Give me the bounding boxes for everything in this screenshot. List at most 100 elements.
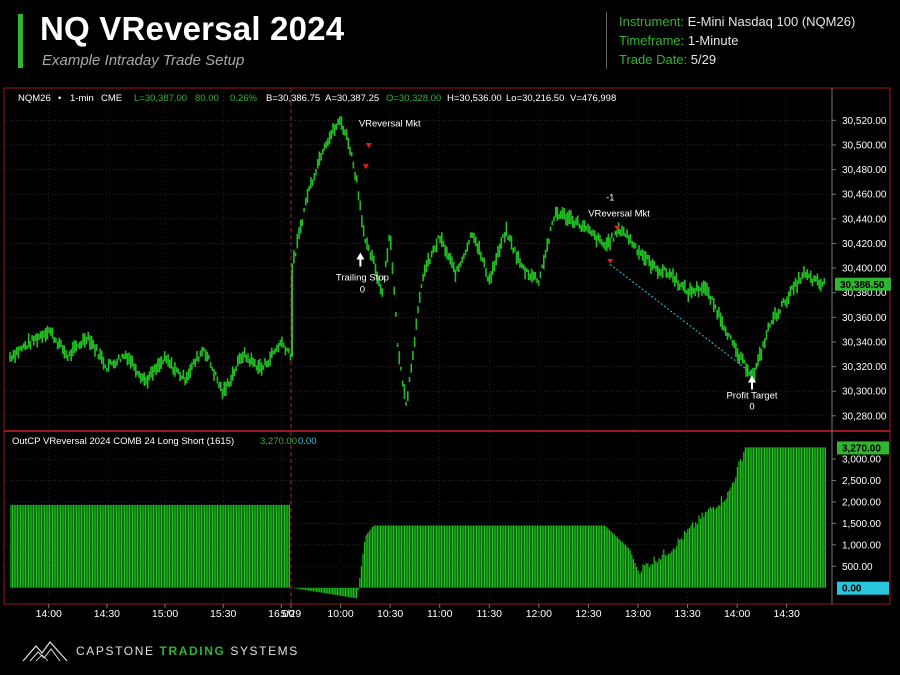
entry1-label: VReversal Mkt: [359, 118, 421, 129]
profit-target-arrow-icon: [747, 375, 756, 390]
indicator-tick-label: 1,500.00: [842, 519, 881, 530]
short-entry-marker: [365, 142, 372, 148]
timeframe-row: Timeframe: 1-Minute: [619, 31, 855, 50]
price-tick-label: 30,420.00: [842, 239, 887, 250]
separator-dot: •: [58, 93, 61, 104]
brand-name: CAPSTONE TRADING SYSTEMS: [76, 644, 299, 658]
price-tick-label: 30,380.00: [842, 288, 887, 299]
time-tick-label: 10:30: [377, 608, 403, 620]
time-tick-label: 11:00: [427, 608, 453, 620]
price-tick-label: 30,440.00: [842, 214, 887, 225]
short-entry-marker-2: [362, 164, 369, 170]
price-tick-label: 30,460.00: [842, 190, 887, 201]
time-tick-label: 14:00: [36, 608, 62, 620]
indicator-top-tag: [837, 441, 889, 455]
exit2-qty: 0: [749, 402, 754, 413]
price-grid: [4, 120, 832, 417]
indicator-panel-header: OutCP VReversal 2024 COMB 24 Long Short …: [12, 436, 317, 447]
instrument-row: Instrument: E-Mini Nasdaq 100 (NQM26): [619, 12, 855, 31]
indicator-axis-ticks: 3,000.00 2,500.00 2,000.00 1,500.00 1,000.00…: [832, 455, 881, 573]
pct-change: 0.26%: [230, 93, 257, 104]
timeframe-label: Timeframe:: [619, 33, 685, 48]
time-tick-label: 15:00: [152, 608, 178, 620]
open-price: O=30,328.00: [386, 93, 441, 104]
exchange-label: CME: [101, 93, 122, 104]
entry2-label: VReversal Mkt: [588, 208, 650, 219]
time-tick-label: 14:00: [724, 608, 750, 620]
entry2-qty: -1: [606, 192, 614, 203]
interval-label: 1-min: [70, 93, 94, 104]
time-tick-label: 12:00: [526, 608, 552, 620]
last-price: L=30,387.00: [134, 93, 187, 104]
instrument-value: E-Mini Nasdaq 100 (NQM26): [687, 14, 856, 29]
time-tick-label: 11:30: [477, 608, 503, 620]
indicator-bars: [10, 447, 827, 599]
arrow-head: [356, 252, 365, 260]
last-price-tag: [835, 277, 891, 291]
brand-word-3: SYSTEMS: [225, 644, 299, 658]
last-price-tag-text: 30,386.50: [840, 280, 885, 291]
page-title: NQ VReversal 2024: [40, 10, 345, 47]
indicator-bottom-tag: [837, 581, 889, 595]
price-tick-label: 30,500.00: [842, 140, 887, 151]
trade-connector-line: [609, 263, 753, 374]
exit2-label: Profit Target: [726, 391, 777, 402]
price-tick-label: 30,480.00: [842, 165, 887, 176]
price-tick-label: 30,320.00: [842, 362, 887, 373]
timeframe-value: 1-Minute: [687, 33, 739, 48]
short-entry-marker-4: [607, 258, 614, 264]
short-entry-marker-3: [614, 225, 621, 231]
indicator-bottom-tag-text: 0.00: [842, 584, 862, 595]
time-tick-label: 13:00: [625, 608, 651, 620]
time-tick-label: 14:30: [774, 608, 800, 620]
volume: V=476,998: [570, 93, 616, 104]
price-panel-header: NQM26 • 1-min CME L=30,387.00 80.00 0.26…: [18, 93, 616, 104]
brand-word-2: TRADING: [159, 644, 226, 658]
page-subtitle: Example Intraday Trade Setup: [42, 52, 245, 69]
chart-frame: [3, 87, 891, 605]
price-tick-label: 30,400.00: [842, 264, 887, 275]
bid-price: B=30,386.75: [266, 93, 320, 104]
time-tick-label: 14:30: [94, 608, 120, 620]
capstone-logo: CAPSTONE TRADING SYSTEMS: [22, 640, 299, 662]
price-axis-ticks: 30,520.00 30,500.00 30,480.00 30,460.00 30,4…: [832, 116, 887, 422]
net-change: 80.00: [195, 93, 219, 104]
price-tick-label: 30,360.00: [842, 313, 887, 324]
low-price: Lo=30,216.50: [506, 93, 564, 104]
trade-date-label: Trade Date:: [619, 52, 688, 67]
high-price: H=30,536.00: [447, 93, 502, 104]
time-tick-label: 5/29: [281, 608, 302, 620]
indicator-value2: 0.00: [298, 436, 317, 447]
title-accent-bar: [18, 14, 23, 68]
indicator-value1: 3,270.00: [260, 436, 297, 447]
trade-info-panel: Instrument: E-Mini Nasdaq 100 (NQM26) Ti…: [606, 12, 855, 69]
trade-date-row: Trade Date: 5/29: [619, 50, 855, 69]
instrument-label: Instrument:: [619, 14, 685, 29]
mountain-logo-icon: [22, 640, 68, 662]
price-tick-label: 30,520.00: [842, 116, 887, 127]
price-bars: [9, 116, 826, 406]
indicator-tick-label: 3,000.00: [842, 455, 881, 466]
trade-date-value: 5/29: [690, 52, 717, 67]
price-tick-label: 30,280.00: [842, 411, 887, 422]
indicator-tick-label: 2,500.00: [842, 476, 881, 487]
time-tick-label: 13:30: [674, 608, 700, 620]
indicator-top-tag-text: 3,270.00: [842, 443, 881, 454]
arrow-head: [747, 375, 756, 383]
price-tick-label: 30,340.00: [842, 337, 887, 348]
exit1-label: Trailing Stop: [336, 273, 389, 284]
time-tick-label: 10:00: [327, 608, 353, 620]
ask-price: A=30,387.25: [325, 93, 379, 104]
indicator-tick-label: 1,000.00: [842, 540, 881, 551]
indicator-tick-label: 500.00: [842, 562, 873, 573]
price-tick-label: 30,300.00: [842, 387, 887, 398]
exit1-qty: 0: [360, 285, 365, 296]
indicator-name: OutCP VReversal 2024 COMB 24 Long Short …: [12, 436, 234, 447]
symbol-label: NQM26: [18, 93, 51, 104]
time-axis-ticks: 14:00 14:30 15:00 15:30 16:005/29 10:00 10:30 1…: [36, 604, 800, 620]
indicator-tick-label: 2,000.00: [842, 497, 881, 508]
time-tick-label: 12:30: [575, 608, 601, 620]
time-tick-label: 16:00: [268, 608, 294, 620]
trailing-stop-arrow-icon: [356, 252, 365, 267]
